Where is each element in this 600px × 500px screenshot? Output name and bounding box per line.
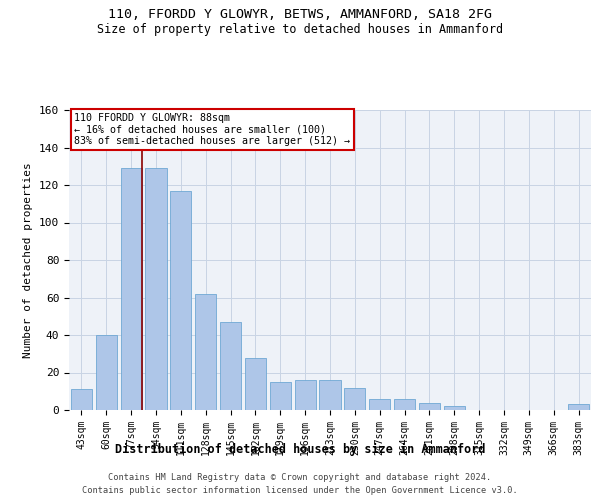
Bar [419, 402, 440, 410]
Text: 110 FFORDD Y GLOWYR: 88sqm
← 16% of detached houses are smaller (100)
83% of sem: 110 FFORDD Y GLOWYR: 88sqm ← 16% of deta… [74, 113, 350, 146]
Bar [319, 380, 341, 410]
Bar [96, 335, 117, 410]
Bar [145, 168, 167, 410]
Text: 110, FFORDD Y GLOWYR, BETWS, AMMANFORD, SA18 2FG: 110, FFORDD Y GLOWYR, BETWS, AMMANFORD, … [108, 8, 492, 20]
Bar [170, 190, 191, 410]
Bar [295, 380, 316, 410]
Bar [195, 294, 216, 410]
Text: Size of property relative to detached houses in Ammanford: Size of property relative to detached ho… [97, 22, 503, 36]
Bar [344, 388, 365, 410]
Bar [369, 399, 390, 410]
Text: Contains public sector information licensed under the Open Government Licence v3: Contains public sector information licen… [82, 486, 518, 495]
Text: Distribution of detached houses by size in Ammanford: Distribution of detached houses by size … [115, 442, 485, 456]
Bar [568, 404, 589, 410]
Bar [121, 168, 142, 410]
Y-axis label: Number of detached properties: Number of detached properties [23, 162, 34, 358]
Bar [444, 406, 465, 410]
Bar [245, 358, 266, 410]
Bar [71, 390, 92, 410]
Bar [220, 322, 241, 410]
Text: Contains HM Land Registry data © Crown copyright and database right 2024.: Contains HM Land Registry data © Crown c… [109, 472, 491, 482]
Bar [270, 382, 291, 410]
Bar [394, 399, 415, 410]
